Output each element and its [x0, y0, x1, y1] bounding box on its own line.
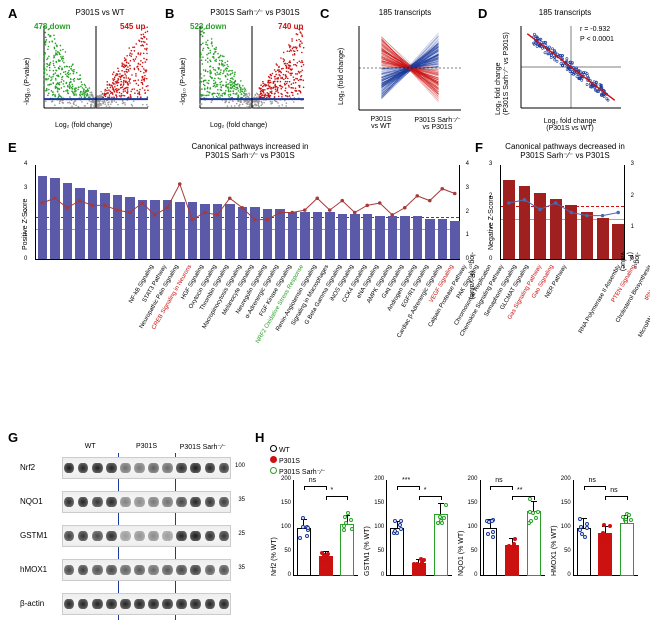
panel-d-label: D	[478, 6, 487, 21]
panel-d-xlabel: Log₂ fold change (P301S vs WT)	[520, 118, 620, 132]
panel-f-ylabel-r: -log₁₀ (P-value)	[619, 252, 640, 271]
panel-f-label: F	[475, 140, 483, 155]
panel-b-xlabel: Log₂ (fold change)	[210, 122, 267, 129]
panel-a-title: P301S vs WT	[45, 8, 155, 17]
panel-c-title: 185 transcripts	[350, 8, 460, 17]
panel-d-title: 185 transcripts	[510, 8, 620, 17]
panel-c-plot	[345, 20, 465, 120]
panel-f-title: Canonical pathways decreased in P301S Sa…	[490, 142, 640, 160]
panel-h-legend: WT P301S P301S Sarh⁻⁄⁻	[270, 445, 325, 478]
panel-d-ylabel: Log₂ fold change (P301S Sarh⁻⁄⁻ vs P301S…	[495, 32, 510, 115]
panel-e-chart: NF-kB SignalingSTAT3 PathwayNeuropathic …	[35, 165, 460, 260]
panel-e-ylabel-r: -log₁₀ (P-value)	[468, 252, 475, 299]
panel-f-chart: RNA Polymerase II AssemblyPTEN Signaling…	[500, 165, 625, 260]
panel-f-ylabel-l: Negative Z-Score	[488, 196, 495, 250]
panel-g-blot: WTP301SP301S Sarh⁻⁄⁻Nrf2100NQO135GSTM125…	[20, 445, 245, 620]
panel-h-charts: ns*050100150200Nrf2 (% WT)****0501001502…	[275, 480, 640, 610]
panel-b-label: B	[165, 6, 174, 21]
panel-b-ylabel: -log₁₀ (P-value)	[180, 58, 187, 105]
panel-c-cat1: P301S vs WT	[356, 116, 406, 130]
panel-d-plot	[505, 20, 625, 120]
panel-e-title: Canonical pathways increased in P301S Sa…	[120, 142, 380, 160]
panel-a-volcano	[32, 20, 152, 120]
panel-c-ylabel: Log₂ (fold change)	[338, 48, 345, 105]
panel-g-label: G	[8, 430, 18, 445]
panel-d-p: P < 0.0001	[580, 36, 614, 43]
panel-e-label: E	[8, 140, 17, 155]
panel-b-volcano	[188, 20, 308, 120]
panel-c-cat2: P301S Sarh⁻⁄⁻ vs P301S	[410, 116, 465, 131]
panel-a-label: A	[8, 6, 17, 21]
panel-c-label: C	[320, 6, 329, 21]
panel-e-ylabel-l: Positive Z-Score	[22, 199, 29, 250]
panel-h-label: H	[255, 430, 264, 445]
panel-d-r: r = -0.932	[580, 26, 610, 33]
panel-b-title: P301S Sarh⁻⁄⁻ vs P301S	[195, 8, 315, 17]
panel-a-xlabel: Log₂ (fold change)	[55, 122, 112, 129]
panel-a-ylabel: -log₁₀ (P-value)	[24, 58, 31, 105]
